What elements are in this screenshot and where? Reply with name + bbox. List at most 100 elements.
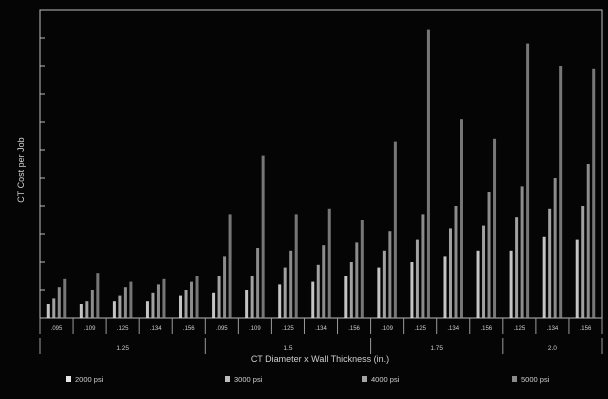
x-tick-label: .125 xyxy=(414,326,426,332)
group-label: 2.0 xyxy=(548,345,557,352)
legend-label: 4000 psi xyxy=(371,375,400,384)
bar xyxy=(217,276,221,318)
bar xyxy=(482,225,486,318)
legend-label: 2000 psi xyxy=(75,375,104,384)
bar xyxy=(575,239,579,318)
bar xyxy=(487,192,491,318)
x-tick-label: .134 xyxy=(150,326,162,332)
bar xyxy=(526,43,530,318)
x-tick-label: .125 xyxy=(282,326,294,332)
group-label: 1.5 xyxy=(283,345,292,352)
x-axis-label: CT Diameter x Wall Thickness (in.) xyxy=(251,354,389,364)
bar xyxy=(520,186,524,318)
bars-layer xyxy=(46,29,596,318)
bar xyxy=(228,214,232,318)
bar xyxy=(195,276,199,318)
x-tick-label: .095 xyxy=(216,326,228,332)
bar xyxy=(553,178,557,318)
group-label: 1.25 xyxy=(116,345,129,352)
bar xyxy=(294,214,298,318)
bar xyxy=(245,290,249,318)
bar xyxy=(349,262,353,318)
bar xyxy=(586,164,590,318)
legend-swatch xyxy=(362,376,367,382)
bar xyxy=(223,256,227,318)
bar xyxy=(410,262,414,318)
bar xyxy=(118,295,122,318)
bar xyxy=(454,206,458,318)
bar xyxy=(289,250,293,318)
bar xyxy=(421,214,425,318)
bar xyxy=(179,295,183,318)
bar xyxy=(46,304,50,318)
bar xyxy=(156,284,160,318)
x-tick-label: .156 xyxy=(580,326,592,332)
bar xyxy=(190,281,194,318)
bar xyxy=(344,276,348,318)
bar xyxy=(581,206,585,318)
x-tick-label: .095 xyxy=(51,326,63,332)
bar xyxy=(212,292,216,318)
bar xyxy=(459,119,463,318)
bar xyxy=(52,298,56,318)
bar xyxy=(112,301,116,318)
x-tick-label: .109 xyxy=(84,326,96,332)
bar xyxy=(360,220,364,318)
bar xyxy=(283,267,287,318)
plot-frame xyxy=(39,9,603,319)
bar xyxy=(261,155,265,318)
bar xyxy=(592,68,596,318)
bar xyxy=(123,287,127,318)
bar xyxy=(448,228,452,318)
legend-label: 5000 psi xyxy=(521,375,550,384)
x-tick-label: .134 xyxy=(547,326,559,332)
x-tick-label: .125 xyxy=(117,326,129,332)
bar xyxy=(382,250,386,318)
bar xyxy=(426,29,430,318)
bar xyxy=(493,138,497,318)
x-tick-label: .125 xyxy=(514,326,526,332)
bar xyxy=(542,236,546,318)
legend-swatch xyxy=(225,376,230,382)
legend-swatch xyxy=(66,376,71,382)
bar xyxy=(85,301,89,318)
plot-border xyxy=(39,9,603,319)
bar xyxy=(278,284,282,318)
legend-swatch xyxy=(512,376,517,382)
x-tick-label: .156 xyxy=(183,326,195,332)
x-tick-label: .134 xyxy=(315,326,327,332)
x-tick-label: .134 xyxy=(447,326,459,332)
x-tick-label: .109 xyxy=(249,326,261,332)
legend: 2000 psi 3000 psi 4000 psi 5000 psi xyxy=(66,375,550,384)
bar xyxy=(443,256,447,318)
x-tick-label: .109 xyxy=(381,326,393,332)
x-tick-label: .156 xyxy=(480,326,492,332)
bar xyxy=(355,242,359,318)
bar xyxy=(250,276,254,318)
y-axis-label: CT Cost per Job xyxy=(16,137,26,202)
bar xyxy=(79,304,83,318)
bar xyxy=(63,278,67,318)
bar xyxy=(393,141,397,318)
bar xyxy=(377,267,381,318)
bar xyxy=(509,250,513,318)
bar xyxy=(256,248,260,318)
bar xyxy=(162,278,166,318)
bar xyxy=(327,208,331,318)
bar xyxy=(57,287,61,318)
bar xyxy=(548,208,552,318)
bar xyxy=(311,281,315,318)
bar xyxy=(316,264,320,318)
bar xyxy=(151,292,155,318)
bar xyxy=(476,250,480,318)
bar xyxy=(129,281,133,318)
legend-label: 3000 psi xyxy=(234,375,263,384)
bar xyxy=(184,290,188,318)
x-tick-label: .156 xyxy=(348,326,360,332)
bar xyxy=(559,66,563,318)
bar xyxy=(145,301,149,318)
bar xyxy=(515,217,519,318)
group-label: 1.75 xyxy=(430,345,443,352)
bar xyxy=(90,290,94,318)
